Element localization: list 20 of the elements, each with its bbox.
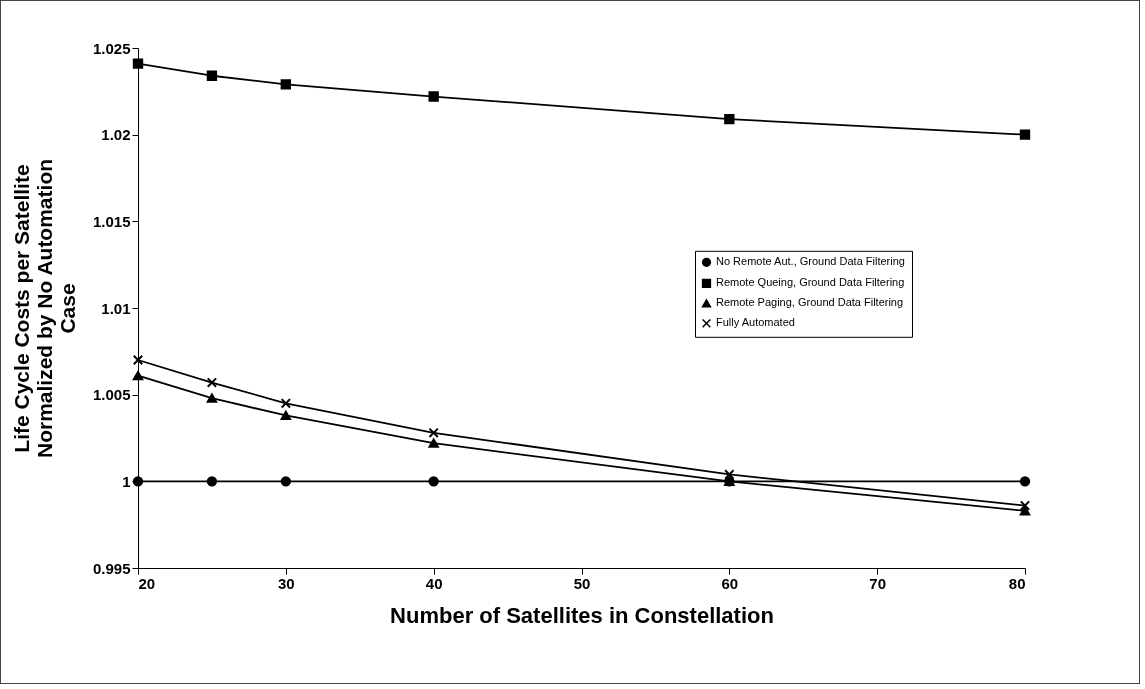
y-tick-label: 1.01 — [101, 299, 131, 317]
legend-label: Remote Queing, Ground Data Filtering — [716, 276, 905, 289]
y-tick-label: 1.02 — [101, 126, 131, 144]
x-tick-label: 70 — [869, 574, 887, 592]
x-axis-title: Number of Satellites in Constellation — [390, 602, 774, 628]
y-tick-label: 1.015 — [92, 212, 131, 230]
y-tick-label: 1.025 — [92, 39, 131, 57]
x-tick-label: 20 — [138, 574, 156, 592]
y-tick-label: 0.995 — [92, 559, 131, 577]
x-tick-label: 30 — [277, 574, 295, 592]
legend-label: Fully Automated — [716, 316, 795, 329]
x-tick-label: 60 — [721, 574, 739, 592]
legend-label: No Remote Aut., Ground Data Filtering — [716, 255, 905, 268]
x-tick-label: 40 — [425, 574, 443, 592]
y-axis-title: Life Cycle Costs per Satellite Normalized by No Automation Case — [9, 158, 79, 459]
y-tick-label: 1 — [122, 472, 131, 490]
x-tick-label: 80 — [1008, 574, 1026, 592]
legend-label: Remote Paging, Ground Data Filtering — [716, 296, 904, 309]
x-tick-label: 50 — [573, 574, 591, 592]
y-tick-label: 1.005 — [92, 386, 131, 404]
